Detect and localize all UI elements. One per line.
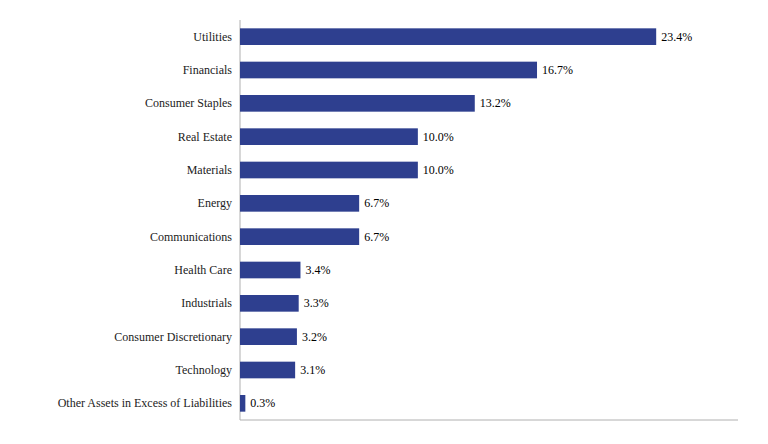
data-label: 23.4% [661,30,692,44]
y-tick-label: Industrials [181,296,232,310]
y-tick-label: Consumer Discretionary [114,330,232,344]
y-tick-labels: Other Assets in Excess of Liabilities Tec… [58,30,233,411]
data-label: 10.0% [423,130,454,144]
bar [240,128,418,145]
y-tick-label: Health Care [174,263,232,277]
y-tick-label: Technology [176,363,232,377]
y-tick-label: Communications [150,230,232,244]
data-label: 6.7% [364,196,389,210]
data-label: 3.1% [300,363,325,377]
data-label: 13.2% [480,96,511,110]
y-tick-label: Real Estate [178,130,232,144]
y-tick-label: Other Assets in Excess of Liabilities [58,396,233,410]
y-tick-label: Financials [183,63,233,77]
data-label: 3.2% [302,330,327,344]
y-tick-label: Energy [198,196,232,210]
page: {"chart_data": {"type": "bar", "orientat… [0,0,768,444]
data-label: 6.7% [364,230,389,244]
bar [240,95,475,112]
chart-svg: 0.3% 3.1% 3.2% 3.3% 3.4% 6.7% 6.7% 10.0% 10.0% 13… [0,0,768,444]
bar [240,195,359,212]
data-label: 0.3% [250,396,275,410]
bar [240,295,299,312]
bar [240,362,295,379]
data-label: 3.3% [304,296,329,310]
data-label: 10.0% [423,163,454,177]
data-label: 3.4% [305,263,330,277]
bar [240,395,245,412]
data-labels: 0.3% 3.1% 3.2% 3.3% 3.4% 6.7% 6.7% 10.0% 10.0% 13… [250,30,692,411]
y-tick-label: Consumer Staples [145,96,232,110]
bar [240,228,359,245]
bar [240,28,656,45]
bar [240,328,297,345]
y-tick-label: Materials [187,163,233,177]
data-label: 16.7% [542,63,573,77]
bar [240,262,300,279]
bar [240,162,418,179]
bars [240,28,656,411]
y-axis-line [240,20,241,420]
x-axis-line [240,420,738,421]
y-tick-label: Utilities [193,30,232,44]
chart-container: 0.3% 3.1% 3.2% 3.3% 3.4% 6.7% 6.7% 10.0% 10.0% 13… [0,0,768,444]
bar [240,62,537,79]
